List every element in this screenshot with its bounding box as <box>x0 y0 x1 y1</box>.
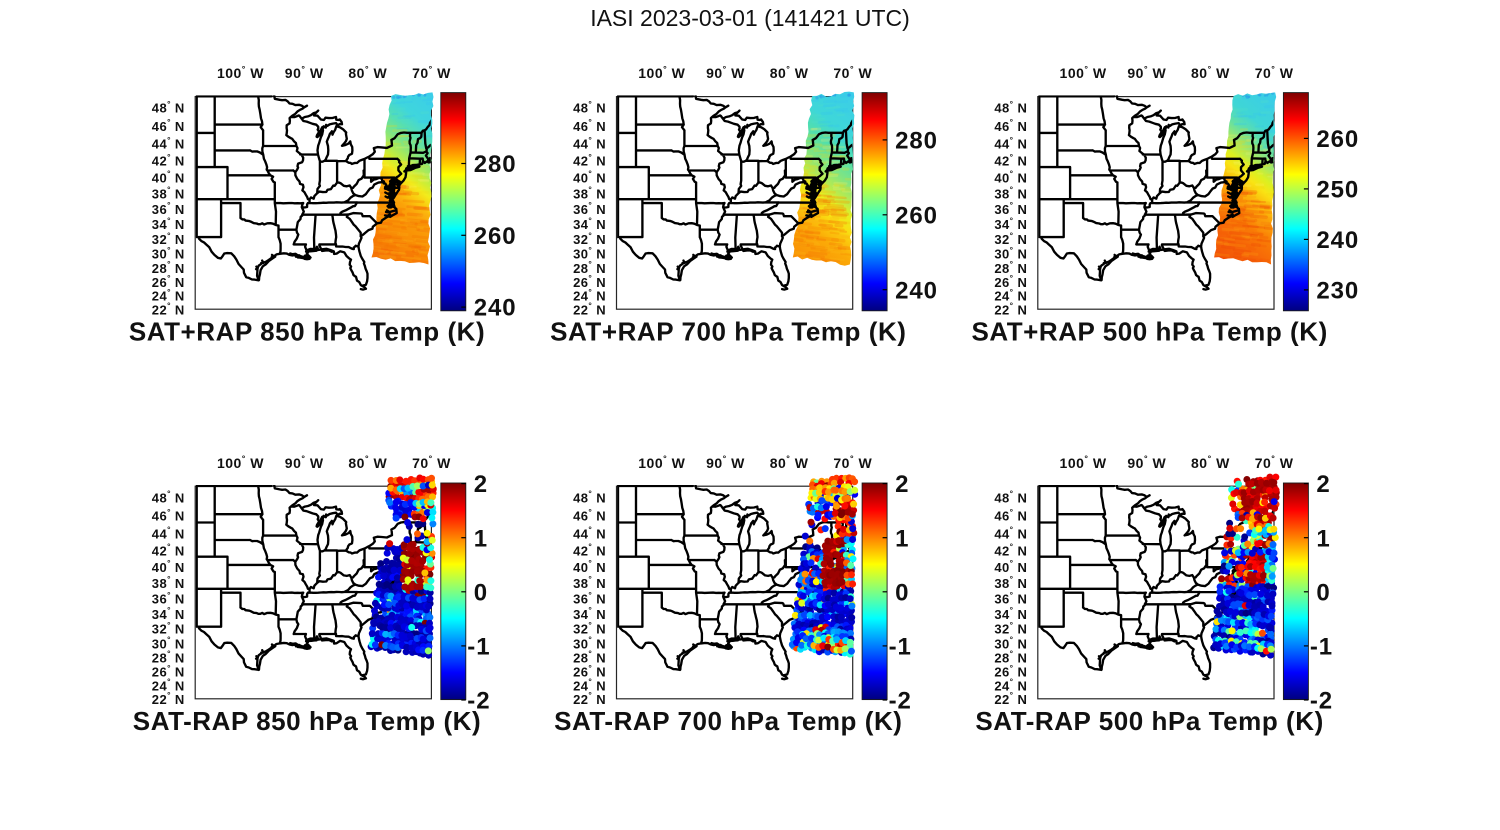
svg-text:100° W: 100° W <box>1060 454 1107 471</box>
svg-text:SAT+RAP 500 hPa Temp (K): SAT+RAP 500 hPa Temp (K) <box>971 317 1327 347</box>
svg-text:240: 240 <box>474 295 517 322</box>
svg-text:SAT-RAP 850 hPa Temp (K): SAT-RAP 850 hPa Temp (K) <box>133 706 481 736</box>
svg-text:-2: -2 <box>467 688 490 715</box>
svg-text:0: 0 <box>895 579 909 606</box>
svg-text:260: 260 <box>474 223 517 250</box>
svg-text:-2: -2 <box>1310 688 1333 715</box>
svg-text:0: 0 <box>474 579 488 606</box>
svg-text:240: 240 <box>895 277 938 304</box>
svg-text:1: 1 <box>474 525 488 552</box>
svg-text:100° W: 100° W <box>217 454 264 471</box>
svg-text:-1: -1 <box>889 634 912 661</box>
svg-text:2: 2 <box>1316 471 1330 498</box>
svg-text:SAT+RAP 850 hPa Temp (K): SAT+RAP 850 hPa Temp (K) <box>129 317 485 347</box>
svg-text:SAT+RAP 700 hPa Temp (K): SAT+RAP 700 hPa Temp (K) <box>550 317 906 347</box>
svg-text:280: 280 <box>895 128 938 155</box>
svg-text:2: 2 <box>474 471 488 498</box>
svg-text:260: 260 <box>895 202 938 229</box>
svg-text:-1: -1 <box>467 634 490 661</box>
svg-text:230: 230 <box>1316 278 1359 305</box>
svg-text:100° W: 100° W <box>638 454 685 471</box>
svg-text:IASI 2023-03-01 (141421 UTC): IASI 2023-03-01 (141421 UTC) <box>590 5 910 31</box>
svg-text:250: 250 <box>1316 177 1359 204</box>
svg-text:SAT-RAP 500 hPa Temp (K): SAT-RAP 500 hPa Temp (K) <box>975 706 1323 736</box>
svg-text:2: 2 <box>895 471 909 498</box>
svg-text:100° W: 100° W <box>638 64 685 81</box>
svg-text:0: 0 <box>1316 579 1330 606</box>
svg-text:280: 280 <box>474 151 517 178</box>
svg-text:SAT-RAP 700 hPa Temp (K): SAT-RAP 700 hPa Temp (K) <box>554 706 902 736</box>
svg-text:240: 240 <box>1316 227 1359 254</box>
svg-text:260: 260 <box>1316 126 1359 153</box>
svg-text:-2: -2 <box>889 688 912 715</box>
svg-text:-1: -1 <box>1310 634 1333 661</box>
svg-text:1: 1 <box>1316 525 1330 552</box>
svg-text:100° W: 100° W <box>217 64 264 81</box>
svg-text:1: 1 <box>895 525 909 552</box>
svg-text:100° W: 100° W <box>1060 64 1107 81</box>
